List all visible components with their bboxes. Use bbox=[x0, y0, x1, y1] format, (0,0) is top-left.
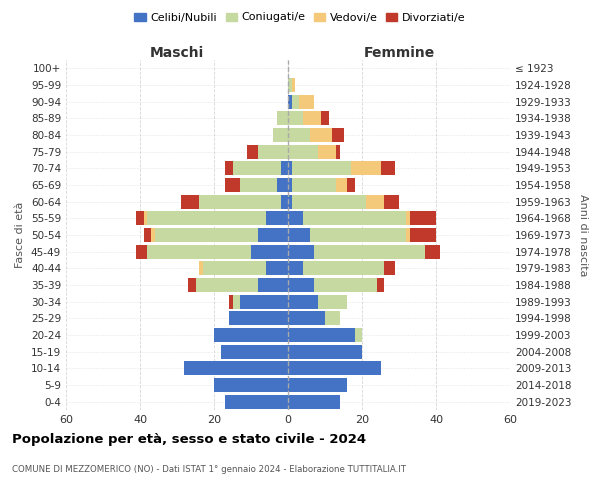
Bar bbox=[143, 228, 151, 242]
Bar bbox=[184, 361, 288, 376]
Bar bbox=[351, 162, 380, 175]
Bar bbox=[288, 294, 317, 308]
Bar bbox=[292, 162, 351, 175]
Bar bbox=[229, 294, 233, 308]
Bar bbox=[336, 144, 340, 159]
Bar bbox=[347, 178, 355, 192]
Bar bbox=[148, 211, 266, 226]
Bar bbox=[317, 144, 336, 159]
Bar bbox=[288, 194, 292, 209]
Bar bbox=[288, 328, 355, 342]
Bar bbox=[225, 178, 240, 192]
Bar bbox=[281, 194, 288, 209]
Bar bbox=[288, 361, 380, 376]
Bar bbox=[233, 162, 281, 175]
Bar bbox=[288, 144, 317, 159]
Bar bbox=[288, 162, 292, 175]
Bar bbox=[196, 278, 259, 292]
Bar bbox=[322, 112, 329, 126]
Bar bbox=[288, 244, 314, 259]
Bar bbox=[292, 94, 299, 109]
Bar bbox=[377, 278, 384, 292]
Bar bbox=[199, 194, 281, 209]
Bar bbox=[406, 228, 410, 242]
Bar bbox=[273, 128, 288, 142]
Bar bbox=[229, 311, 288, 326]
Bar bbox=[336, 178, 347, 192]
Bar bbox=[310, 228, 406, 242]
Bar bbox=[292, 178, 336, 192]
Bar bbox=[355, 328, 362, 342]
Bar bbox=[288, 378, 347, 392]
Bar bbox=[288, 278, 314, 292]
Bar bbox=[288, 394, 340, 409]
Bar bbox=[332, 128, 343, 142]
Text: COMUNE DI MEZZOMERICO (NO) - Dati ISTAT 1° gennaio 2024 - Elaborazione TUTTITALI: COMUNE DI MEZZOMERICO (NO) - Dati ISTAT … bbox=[12, 466, 406, 474]
Bar bbox=[310, 128, 332, 142]
Bar bbox=[292, 194, 366, 209]
Bar bbox=[151, 228, 155, 242]
Bar bbox=[203, 261, 266, 276]
Text: Maschi: Maschi bbox=[150, 46, 204, 60]
Bar bbox=[425, 244, 440, 259]
Bar bbox=[314, 244, 425, 259]
Bar bbox=[292, 78, 295, 92]
Bar bbox=[188, 278, 196, 292]
Bar bbox=[251, 244, 288, 259]
Bar bbox=[181, 194, 199, 209]
Bar bbox=[299, 94, 314, 109]
Bar bbox=[288, 261, 303, 276]
Bar bbox=[303, 261, 384, 276]
Bar bbox=[303, 211, 406, 226]
Bar bbox=[221, 344, 288, 359]
Y-axis label: Anni di nascita: Anni di nascita bbox=[578, 194, 588, 276]
Bar bbox=[288, 178, 292, 192]
Bar bbox=[266, 261, 288, 276]
Bar bbox=[277, 178, 288, 192]
Bar bbox=[406, 211, 410, 226]
Bar bbox=[366, 194, 384, 209]
Bar bbox=[288, 344, 362, 359]
Bar bbox=[232, 294, 240, 308]
Bar bbox=[259, 144, 288, 159]
Bar bbox=[384, 261, 395, 276]
Bar bbox=[259, 278, 288, 292]
Bar bbox=[317, 294, 347, 308]
Bar bbox=[266, 211, 288, 226]
Bar bbox=[325, 311, 340, 326]
Bar bbox=[281, 162, 288, 175]
Bar bbox=[384, 194, 399, 209]
Y-axis label: Fasce di età: Fasce di età bbox=[16, 202, 25, 268]
Bar bbox=[136, 244, 148, 259]
Bar bbox=[144, 211, 148, 226]
Bar bbox=[214, 378, 288, 392]
Bar bbox=[277, 112, 288, 126]
Bar bbox=[288, 112, 303, 126]
Bar bbox=[155, 228, 259, 242]
Bar bbox=[314, 278, 377, 292]
Bar bbox=[288, 211, 303, 226]
Bar bbox=[288, 311, 325, 326]
Bar bbox=[380, 162, 395, 175]
Bar bbox=[288, 228, 310, 242]
Legend: Celibi/Nubili, Coniugati/e, Vedovi/e, Divorziati/e: Celibi/Nubili, Coniugati/e, Vedovi/e, Di… bbox=[130, 8, 470, 27]
Bar bbox=[410, 228, 436, 242]
Text: Femmine: Femmine bbox=[364, 46, 434, 60]
Bar bbox=[240, 294, 288, 308]
Bar bbox=[410, 211, 436, 226]
Bar bbox=[225, 394, 288, 409]
Bar bbox=[288, 78, 292, 92]
Bar bbox=[240, 178, 277, 192]
Bar bbox=[136, 211, 144, 226]
Bar bbox=[199, 261, 203, 276]
Text: Popolazione per età, sesso e stato civile - 2024: Popolazione per età, sesso e stato civil… bbox=[12, 432, 366, 446]
Bar bbox=[225, 162, 233, 175]
Bar bbox=[288, 128, 310, 142]
Bar bbox=[259, 228, 288, 242]
Bar bbox=[303, 112, 322, 126]
Bar bbox=[214, 328, 288, 342]
Bar bbox=[247, 144, 259, 159]
Bar bbox=[148, 244, 251, 259]
Bar bbox=[288, 94, 292, 109]
